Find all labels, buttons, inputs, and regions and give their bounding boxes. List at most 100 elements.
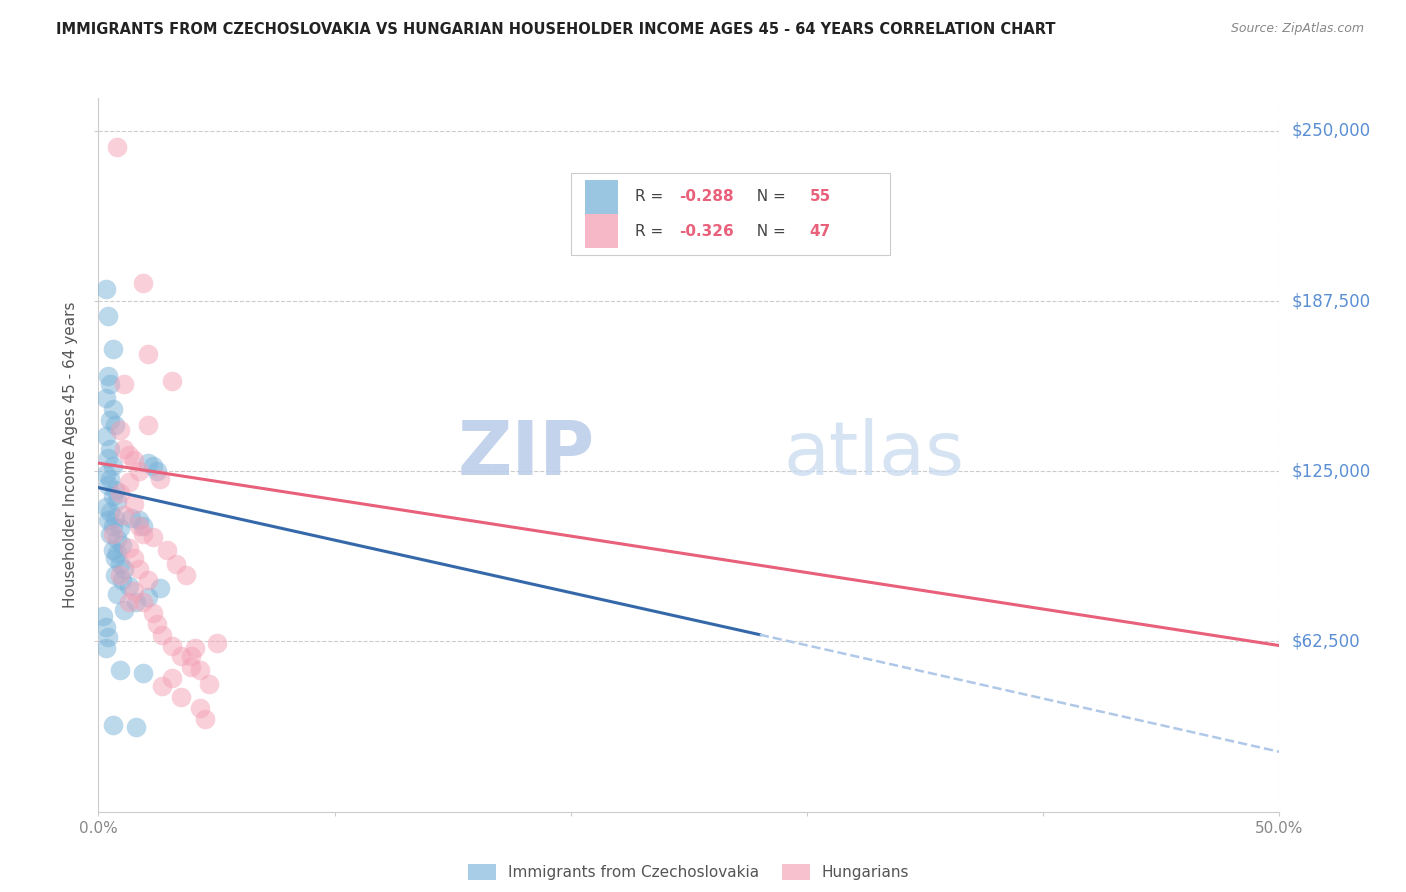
Point — [108, 424, 131, 438]
Point — [97, 450, 120, 465]
Text: $187,500: $187,500 — [1291, 292, 1371, 310]
Point — [112, 562, 135, 576]
Point — [136, 347, 159, 361]
Point — [132, 277, 155, 291]
Point — [105, 587, 128, 601]
Point — [112, 377, 135, 392]
Point — [198, 676, 221, 690]
Point — [146, 464, 169, 478]
Point — [188, 701, 211, 715]
Point — [94, 429, 117, 443]
Point — [150, 628, 173, 642]
Point — [136, 573, 159, 587]
Text: atlas: atlas — [783, 418, 965, 491]
Point — [105, 533, 128, 547]
Point — [122, 584, 145, 599]
Point — [142, 530, 165, 544]
Point — [94, 282, 117, 296]
Point — [132, 518, 155, 533]
Point — [146, 616, 169, 631]
Point — [128, 464, 150, 478]
Point — [160, 639, 183, 653]
Point — [142, 458, 165, 473]
Point — [108, 567, 131, 582]
Point — [122, 453, 145, 467]
Point — [128, 562, 150, 576]
Point — [180, 649, 202, 664]
Point — [122, 551, 145, 566]
Point — [118, 541, 141, 555]
Point — [188, 663, 211, 677]
Text: R =: R = — [634, 189, 668, 204]
Point — [118, 448, 141, 462]
Point — [101, 342, 124, 356]
Point — [132, 527, 155, 541]
Text: $125,000: $125,000 — [1291, 462, 1371, 480]
Point — [136, 456, 159, 470]
FancyBboxPatch shape — [585, 180, 619, 214]
Point — [121, 510, 143, 524]
Point — [101, 527, 124, 541]
Point — [101, 489, 124, 503]
Point — [205, 636, 228, 650]
Text: R =: R = — [634, 224, 668, 239]
Text: Source: ZipAtlas.com: Source: ZipAtlas.com — [1230, 22, 1364, 36]
Text: $62,500: $62,500 — [1291, 632, 1360, 650]
Y-axis label: Householder Income Ages 45 - 64 years: Householder Income Ages 45 - 64 years — [63, 301, 79, 608]
Point — [94, 500, 117, 514]
Text: N =: N = — [747, 189, 790, 204]
Point — [128, 513, 150, 527]
Point — [97, 631, 120, 645]
Point — [118, 579, 141, 593]
Point — [101, 717, 124, 731]
Point — [122, 497, 145, 511]
Point — [112, 442, 135, 457]
Text: $250,000: $250,000 — [1291, 122, 1371, 140]
FancyBboxPatch shape — [585, 214, 619, 248]
Point — [111, 538, 134, 552]
Point — [97, 513, 120, 527]
Point — [150, 680, 173, 694]
Point — [91, 608, 114, 623]
Point — [170, 690, 193, 705]
Point — [105, 494, 128, 508]
Point — [108, 557, 131, 571]
Point — [94, 641, 117, 656]
Point — [104, 567, 127, 582]
Point — [97, 478, 120, 492]
Point — [160, 671, 183, 685]
FancyBboxPatch shape — [571, 173, 890, 255]
Point — [104, 483, 127, 498]
Point — [125, 720, 148, 734]
Text: IMMIGRANTS FROM CZECHOSLOVAKIA VS HUNGARIAN HOUSEHOLDER INCOME AGES 45 - 64 YEAR: IMMIGRANTS FROM CZECHOSLOVAKIA VS HUNGAR… — [56, 22, 1056, 37]
Point — [136, 590, 159, 604]
Text: N =: N = — [747, 224, 790, 239]
Point — [101, 543, 124, 558]
Point — [112, 508, 135, 522]
Text: 55: 55 — [810, 189, 831, 204]
Point — [184, 641, 207, 656]
Text: ZIP: ZIP — [457, 418, 595, 491]
Point — [149, 472, 172, 486]
Text: -0.326: -0.326 — [679, 224, 734, 239]
Point — [108, 663, 131, 677]
Point — [118, 595, 141, 609]
Point — [136, 417, 159, 432]
Point — [165, 557, 187, 571]
Point — [94, 467, 117, 481]
Point — [104, 417, 127, 432]
Point — [170, 649, 193, 664]
Point — [194, 712, 217, 726]
Point — [101, 458, 124, 473]
Point — [108, 486, 131, 500]
Point — [128, 518, 150, 533]
Point — [125, 595, 148, 609]
Point — [104, 510, 127, 524]
Point — [98, 442, 121, 457]
Point — [94, 619, 117, 633]
Point — [94, 391, 117, 405]
Point — [105, 140, 128, 154]
Point — [98, 505, 121, 519]
Point — [104, 551, 127, 566]
Text: -0.288: -0.288 — [679, 189, 734, 204]
